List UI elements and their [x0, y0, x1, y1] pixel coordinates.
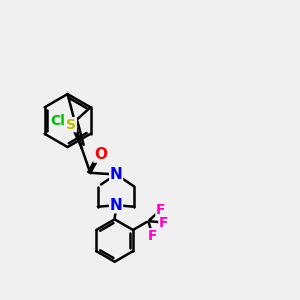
Text: S: S: [66, 118, 76, 132]
Text: N: N: [110, 167, 122, 182]
Text: O: O: [94, 147, 107, 162]
Text: F: F: [148, 229, 158, 243]
Text: Cl: Cl: [51, 115, 65, 128]
Text: F: F: [159, 216, 168, 230]
Text: F: F: [156, 203, 165, 217]
Text: N: N: [110, 198, 122, 213]
